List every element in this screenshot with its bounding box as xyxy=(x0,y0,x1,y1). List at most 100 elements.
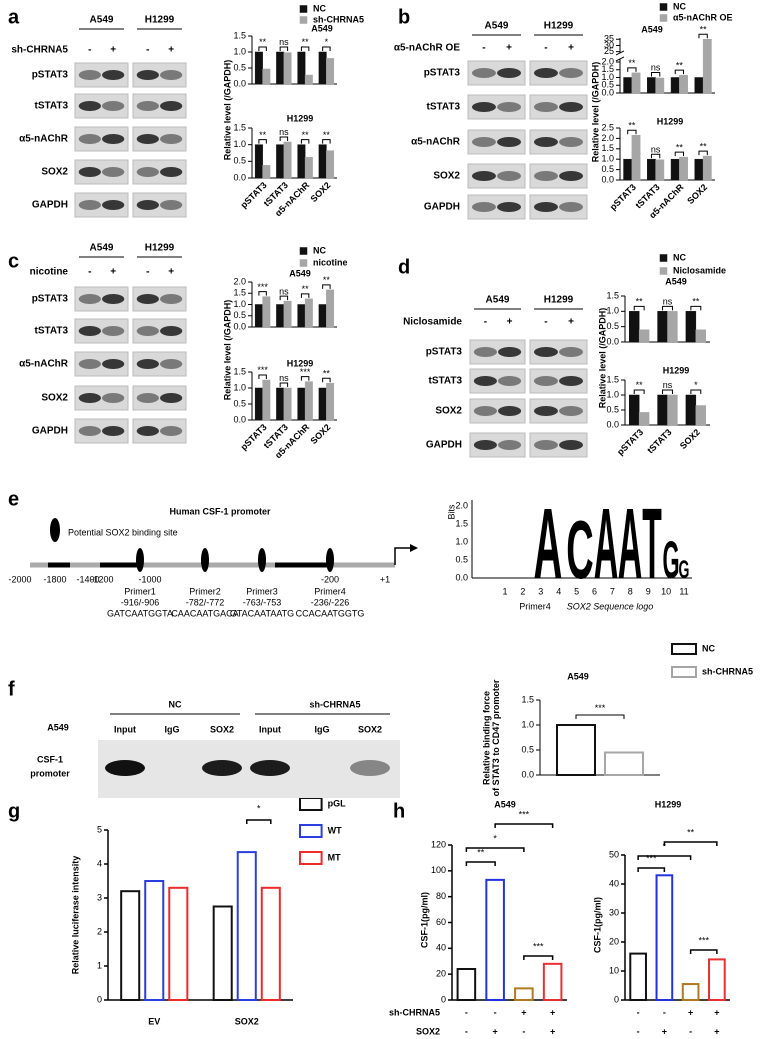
chart-title: H1299 xyxy=(657,116,684,126)
blot-band xyxy=(473,347,497,357)
y-tick-label: 0.5 xyxy=(233,62,246,72)
y-tick-label: 1.5 xyxy=(233,30,246,40)
bar xyxy=(276,387,285,421)
blot-band xyxy=(136,359,159,369)
bar xyxy=(318,304,327,328)
bar xyxy=(695,329,706,343)
blot-band xyxy=(497,137,522,147)
bar xyxy=(236,851,257,1001)
panel-label: a xyxy=(8,6,20,28)
blot-band xyxy=(160,326,183,336)
significance-bracket xyxy=(258,139,267,144)
legend-label: Niclosamide xyxy=(673,265,726,275)
row-label: pSTAT3 xyxy=(32,70,69,81)
y-tick-label: 1.5 xyxy=(521,694,534,704)
y-tick-label: 80 xyxy=(436,891,446,901)
chart-title: H1299 xyxy=(287,358,314,368)
significance-bracket xyxy=(637,855,692,860)
significance-bracket xyxy=(650,72,661,77)
x-tick-label: pSTAT3 xyxy=(608,182,638,212)
primer-seq: GTACAATAATG xyxy=(230,608,294,618)
blot-band xyxy=(160,101,183,111)
bar xyxy=(542,962,563,1001)
blot-band xyxy=(102,101,125,111)
primer-seq: CCACAATGGTG xyxy=(296,608,365,618)
blot-band xyxy=(473,440,497,450)
bar xyxy=(638,412,650,426)
chip-row-label: promoter xyxy=(30,768,70,778)
blot-band xyxy=(497,68,522,78)
logo-letter: A xyxy=(534,489,563,601)
bar xyxy=(262,68,271,85)
bar xyxy=(679,156,688,181)
blot-band xyxy=(498,440,522,450)
y-tick-label: 1.0 xyxy=(606,389,619,399)
significance-bracket xyxy=(300,376,310,381)
significance-label: ns xyxy=(279,373,289,383)
significance-bracket xyxy=(650,153,661,159)
gel-band xyxy=(350,760,390,776)
bar xyxy=(670,77,680,94)
legend-swatch xyxy=(659,267,668,275)
y-tick-label: 1.5 xyxy=(606,374,619,384)
significance-label: * xyxy=(257,804,261,814)
y-tick-label: 2.0 xyxy=(601,56,614,66)
y-tick-label: 0.5 xyxy=(601,164,614,174)
bar xyxy=(254,387,263,421)
panel-label: h xyxy=(393,800,405,822)
y-tick-label: 0.0 xyxy=(601,174,614,184)
promoter-position: -1800 xyxy=(43,574,66,584)
bar xyxy=(283,141,292,179)
axis-break xyxy=(615,56,625,62)
bar xyxy=(297,304,306,328)
chip-lane: Input xyxy=(114,724,136,734)
logo-caption: Primer4 xyxy=(519,601,551,611)
treatment-label: nicotine xyxy=(30,267,69,278)
blot-band xyxy=(78,101,101,111)
y-tick-label: 2.0 xyxy=(601,133,614,143)
y-tick-label: 0.5 xyxy=(606,321,619,331)
bar xyxy=(283,52,292,85)
promoter-position: -1200 xyxy=(90,574,113,584)
blot-band xyxy=(160,200,183,210)
significance-label: ** xyxy=(323,130,331,140)
y-axis-label: Relative level (/GAPDH) xyxy=(222,300,232,401)
legend-label: NC xyxy=(673,1,686,11)
significance-bracket xyxy=(279,295,289,301)
x-tick-label: SOX2 xyxy=(235,1016,259,1026)
logo-letter: G xyxy=(679,557,690,584)
y-tick-label: 0 xyxy=(97,994,102,1004)
promoter-title: Human CSF-1 promoter xyxy=(169,506,271,516)
y-tick-label: 1.0 xyxy=(521,719,534,729)
cell-line-label: A549 xyxy=(485,21,509,32)
primer-range: -763/-753 xyxy=(243,597,282,607)
table-row-label: SOX2 xyxy=(416,1026,440,1036)
lane-sign: + xyxy=(568,43,574,54)
bar xyxy=(629,311,640,343)
x-tick-label: SOX2 xyxy=(308,180,332,204)
bar xyxy=(283,387,292,421)
bar xyxy=(297,387,306,421)
chart-title: A549 xyxy=(311,23,333,33)
significance-label: ** xyxy=(628,58,636,68)
significance-label: ** xyxy=(636,297,644,307)
legend-swatch xyxy=(659,254,668,262)
blot-band xyxy=(102,326,125,336)
y-tick-label: 40 xyxy=(436,943,446,953)
blot-band xyxy=(136,134,159,144)
lane-sign: + xyxy=(168,45,174,56)
primer-name: Primer4 xyxy=(314,586,346,596)
table-sign: - xyxy=(637,1007,640,1017)
blot-band xyxy=(160,167,183,177)
logo-letter: A xyxy=(594,487,619,600)
chart-title: A549 xyxy=(665,276,687,286)
table-sign: + xyxy=(688,1007,693,1017)
blot-band xyxy=(471,68,496,78)
y-axis-label: Relative level (/GAPDH) xyxy=(222,60,232,161)
blot-band xyxy=(559,137,584,147)
promoter-position: -1000 xyxy=(138,574,161,584)
y-tick-label: 1 xyxy=(97,960,102,970)
legend-swatch xyxy=(671,666,697,678)
blot-band xyxy=(559,376,584,386)
x-tick-label: pSTAT3 xyxy=(615,427,645,457)
